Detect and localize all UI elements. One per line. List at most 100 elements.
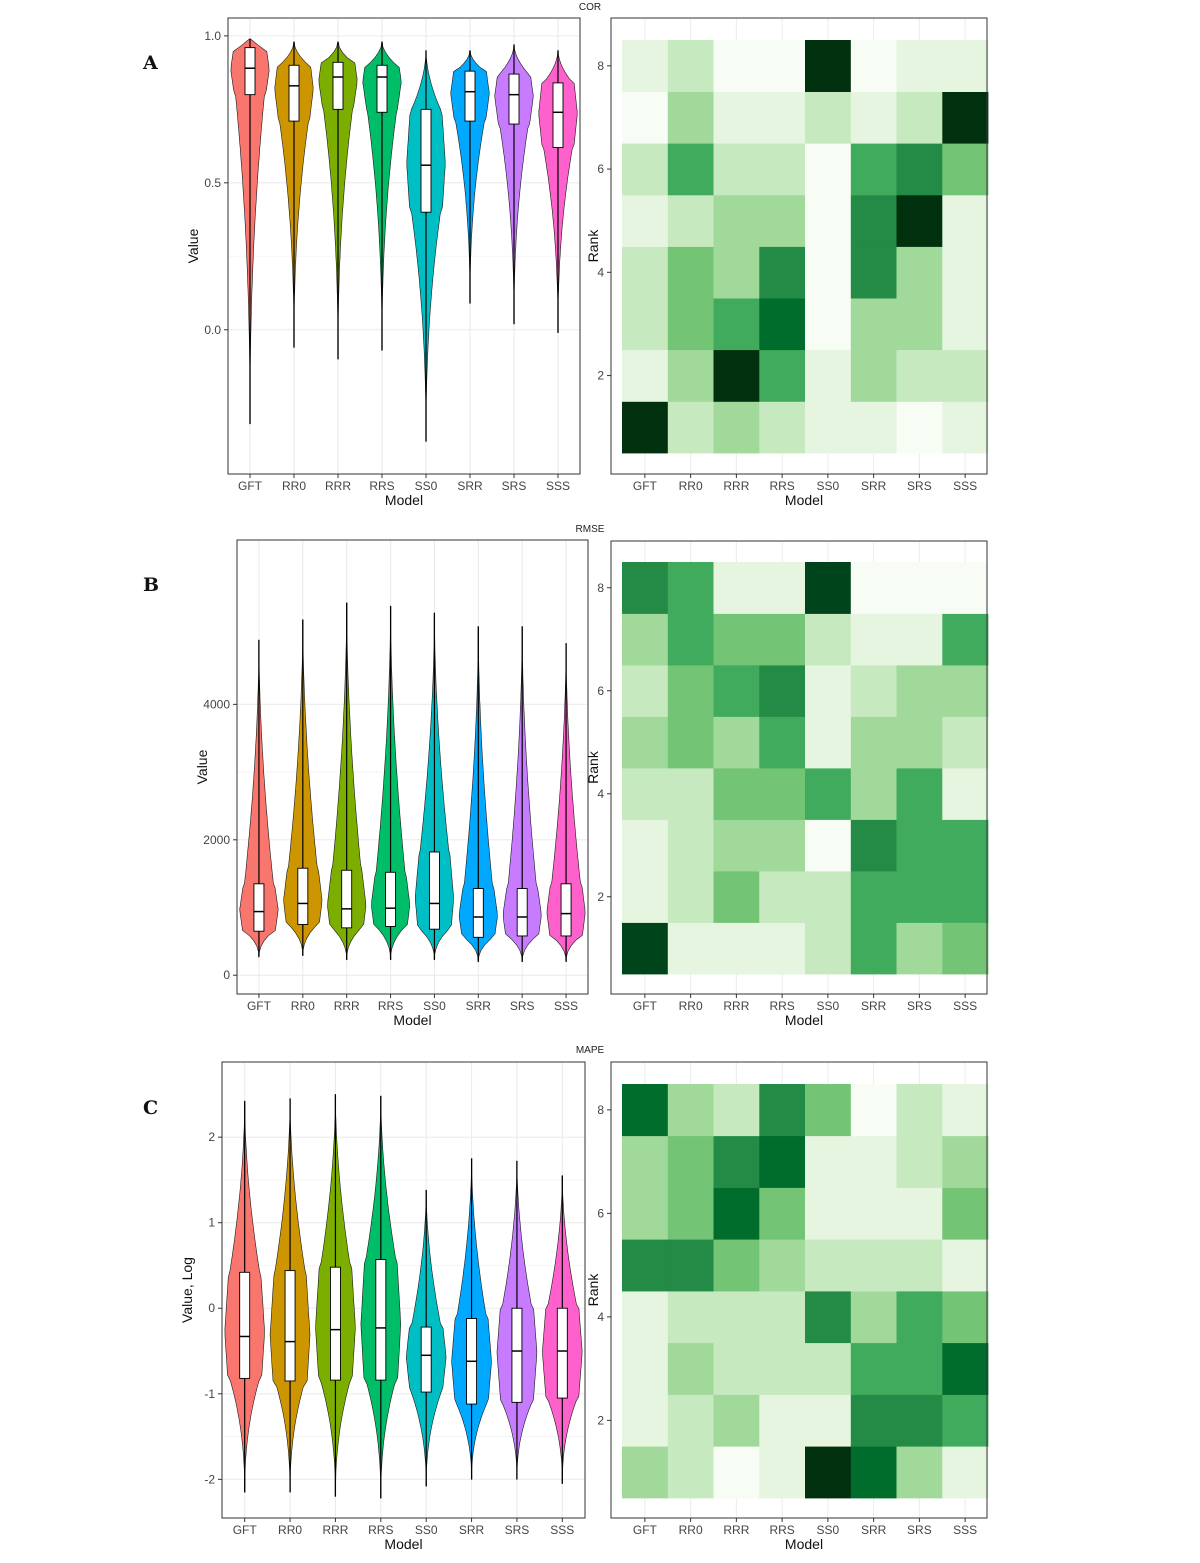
x-tick-label: SSS — [953, 999, 977, 1013]
heat-cell-rrr-rank-2 — [713, 871, 760, 923]
x-tick-label: RR0 — [282, 479, 306, 493]
heat-cell-sss-rank-5 — [942, 194, 989, 247]
panel-letter-a: A — [143, 52, 158, 74]
x-tick-label: SS0 — [817, 479, 840, 493]
heat-cell-gft-rank-3 — [622, 1342, 669, 1395]
iqr-box-rrs — [385, 871, 397, 927]
panel-title-mape: MAPE — [575, 1045, 605, 1056]
heat-cell-ss0-rank-8 — [805, 1084, 852, 1137]
rank-tick-label: 2 — [597, 890, 604, 904]
heat-cell-rr0-rank-4 — [667, 768, 714, 820]
x-tick-label: RRS — [369, 479, 394, 493]
heat-cell-rr0-rank-2 — [667, 349, 714, 402]
heat-cell-srr-rank-2 — [850, 871, 897, 923]
heat-cell-srr-rank-4 — [850, 246, 897, 299]
x-tick-label: GFT — [233, 1523, 258, 1537]
x-tick-label: SS0 — [817, 999, 840, 1013]
heat-cell-srr-rank-3 — [850, 298, 897, 351]
heat-cell-rr0-rank-3 — [667, 819, 714, 872]
heat-cell-rrs-rank-4 — [759, 246, 806, 299]
rank-tick-label: 8 — [597, 1103, 604, 1117]
heat-cell-ss0-rank-4 — [805, 768, 852, 820]
heat-cell-rrr-rank-2 — [713, 349, 760, 402]
x-axis-title: Model — [393, 1012, 431, 1028]
y-tick-label: -2 — [204, 1472, 215, 1486]
heat-cell-sss-rank-6 — [942, 143, 989, 196]
heat-cell-rrr-rank-7 — [713, 91, 760, 144]
iqr-box-srr — [464, 70, 476, 122]
heat-cell-rrs-rank-1 — [759, 401, 806, 454]
heat-cell-srr-rank-6 — [850, 665, 897, 717]
x-tick-label: SRS — [907, 999, 932, 1013]
x-tick-label: SRR — [457, 479, 483, 493]
heat-cell-srr-rank-8 — [850, 40, 897, 92]
heat-cell-rrs-rank-8 — [759, 40, 806, 92]
panel-title-rmse: RMSE — [575, 524, 605, 535]
iqr-box-rr0 — [297, 867, 309, 925]
heat-cell-srr-rank-3 — [850, 819, 897, 872]
heat-cell-rr0-rank-8 — [667, 562, 714, 614]
heat-cell-ss0-rank-2 — [805, 871, 852, 923]
heat-cell-rr0-rank-4 — [667, 1291, 714, 1344]
rank-tick-label: 2 — [597, 369, 604, 383]
heat-cell-rrs-rank-5 — [759, 194, 806, 247]
heat-cell-gft-rank-1 — [622, 922, 669, 975]
x-axis-title: Model — [785, 1536, 823, 1552]
iqr-box-srs — [508, 73, 520, 125]
heat-cell-sss-rank-8 — [942, 562, 989, 614]
heat-cell-sss-rank-4 — [942, 768, 989, 820]
heat-cell-rr0-rank-3 — [667, 298, 714, 351]
heatmap-cor: 2 4 6 8 GFT RR0 RRR RRS SS0 SRR SRS SSS Model Rank — [585, 17, 989, 508]
panel-cor: A COR 0.0 0.5 1.0 GFT RR0 RRR RRS SS0 SRR SRS SSS M… — [0, 0, 1200, 520]
heat-cell-gft-rank-8 — [622, 1084, 669, 1137]
iqr-box-gft — [244, 47, 256, 96]
panel-mape: C MAPE -2 -1 0 1 2 GFT RR0 RRR RRS SS0 SRR SRS SSS Mo… — [0, 1043, 1200, 1563]
heat-cell-srr-rank-5 — [850, 194, 897, 247]
plot-frame — [221, 1061, 586, 1519]
iqr-box-ss0 — [420, 108, 432, 213]
heat-cell-srr-rank-1 — [850, 1446, 897, 1499]
x-tick-label: RRS — [368, 1523, 393, 1537]
heat-cell-ss0-rank-6 — [805, 665, 852, 717]
heat-cell-gft-rank-4 — [622, 246, 669, 299]
heat-cell-srs-rank-8 — [896, 1084, 943, 1137]
heat-cell-rrr-rank-4 — [713, 768, 760, 820]
x-tick-label: RR0 — [679, 479, 703, 493]
heat-cell-rr0-rank-2 — [667, 871, 714, 923]
heat-cell-srs-rank-2 — [896, 871, 943, 923]
heat-cell-rr0-rank-8 — [667, 1084, 714, 1137]
x-tick-label: SS0 — [415, 1523, 438, 1537]
heat-cell-sss-rank-1 — [942, 401, 989, 454]
x-tick-label: RRS — [769, 999, 794, 1013]
x-tick-label: SRR — [861, 479, 887, 493]
heat-cell-srs-rank-7 — [896, 91, 943, 144]
x-tick-label: RRR — [723, 479, 749, 493]
heat-cell-rrs-rank-3 — [759, 298, 806, 351]
violin-plot-rmse: 0 2000 4000 GFT RR0 RRR RRS SS0 SRR SRS SSS Model Va… — [194, 539, 589, 1028]
heat-cell-srs-rank-5 — [896, 1239, 943, 1292]
heat-cell-rrr-rank-4 — [713, 246, 760, 299]
x-tick-label: RRR — [325, 479, 351, 493]
heat-cell-gft-rank-3 — [622, 298, 669, 351]
heat-cell-rrs-rank-8 — [759, 562, 806, 614]
heat-cell-sss-rank-5 — [942, 716, 989, 769]
x-tick-label: SSS — [554, 999, 578, 1013]
heat-cell-rrr-rank-3 — [713, 298, 760, 351]
heat-cell-srr-rank-7 — [850, 91, 897, 144]
heat-cell-rrs-rank-1 — [759, 1446, 806, 1499]
heat-cell-rr0-rank-7 — [667, 91, 714, 144]
iqr-box-rr0 — [288, 64, 300, 122]
heat-cell-rrs-rank-7 — [759, 1135, 806, 1188]
heat-cell-gft-rank-8 — [622, 40, 669, 92]
x-tick-label: RRR — [723, 999, 749, 1013]
heat-cell-rrr-rank-2 — [713, 1394, 760, 1447]
plot-frame — [236, 539, 589, 995]
heat-cell-rrs-rank-6 — [759, 143, 806, 196]
heat-cell-ss0-rank-7 — [805, 613, 852, 666]
y-tick-label: 2000 — [203, 833, 230, 847]
heat-cell-gft-rank-4 — [622, 1291, 669, 1344]
heat-cell-rrr-rank-3 — [713, 1342, 760, 1395]
y-tick-label: 0.5 — [204, 176, 221, 190]
heat-cell-srs-rank-8 — [896, 40, 943, 92]
heat-cell-ss0-rank-3 — [805, 298, 852, 351]
